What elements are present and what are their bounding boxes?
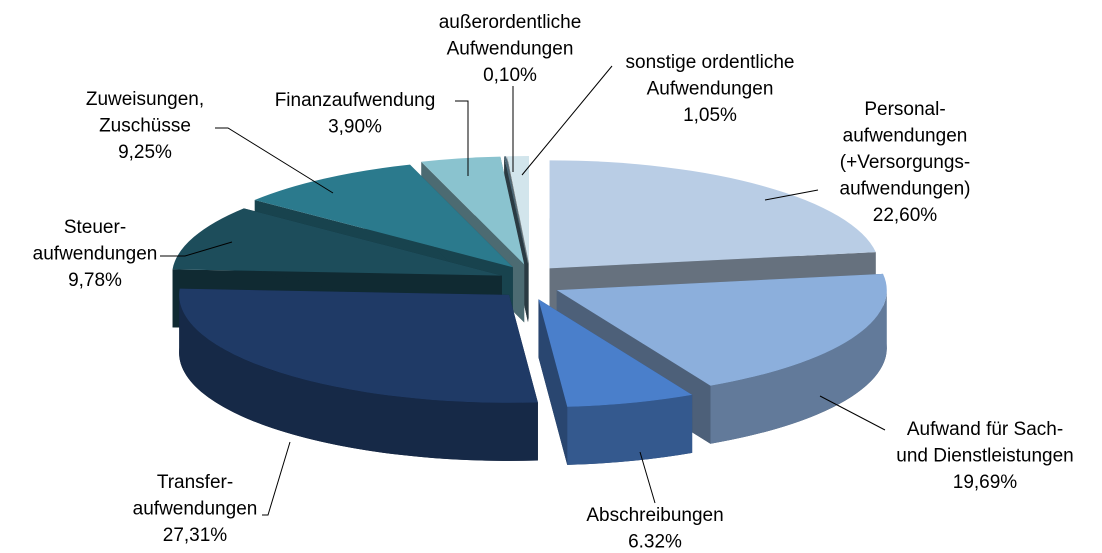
slice-top (556, 273, 887, 386)
value-label: 0,10% (483, 65, 537, 86)
slice-label: aufwendungen) (840, 179, 971, 200)
slice-label: Transfer- (157, 472, 233, 493)
slice-label: aufwendungen (843, 126, 968, 147)
value-label: 1,05% (683, 105, 737, 126)
slice-label: und Dienstleistungen (896, 446, 1073, 467)
slice (556, 273, 887, 444)
slice-top (504, 156, 528, 265)
slice-label: Aufwendungen (447, 39, 574, 60)
slice-top (549, 160, 876, 269)
slice-label: Steuer- (64, 217, 126, 238)
slice-label: aufwendungen (33, 244, 158, 265)
slice (538, 299, 693, 465)
leader-line (639, 451, 656, 504)
value-label: 6.32% (628, 532, 682, 548)
leader-line (160, 241, 233, 257)
slice-top (172, 208, 502, 276)
slice-label: (+Versorgungs- (840, 152, 970, 173)
slice-label: Abschreibungen (586, 505, 723, 526)
slice-label: sonstige ordentliche (626, 52, 795, 73)
value-label: 19,69% (953, 472, 1018, 493)
slice-label: Personal- (864, 99, 945, 120)
value-label: 27,31% (163, 525, 228, 546)
slice-label: Zuweisungen, (86, 89, 204, 110)
slice-side (538, 299, 568, 465)
leader-line (215, 127, 334, 194)
slice-label: Aufwendungen (647, 79, 774, 100)
value-label: 22,60% (873, 205, 938, 226)
slice-label: aufwendungen (133, 499, 258, 520)
value-label: 9,78% (68, 270, 122, 291)
slice (179, 288, 538, 461)
slice-wall (567, 394, 693, 465)
slice-label: Zuschüsse (99, 116, 191, 137)
leader-line (262, 441, 291, 516)
slice-label: Finanzaufwendung (275, 90, 436, 111)
slice-top (179, 288, 538, 403)
value-label: 9,25% (118, 142, 172, 163)
leader-line (455, 100, 469, 176)
slice-top (507, 156, 530, 265)
slice-label: Aufwand für Sach- (907, 419, 1063, 440)
slice-wall (710, 290, 887, 444)
slice-top (254, 164, 513, 268)
leader-line (819, 395, 886, 431)
leader-line (764, 189, 819, 201)
slice-top (538, 299, 693, 407)
value-label: 3,90% (328, 117, 382, 138)
slice-top (421, 156, 525, 265)
slice-label: außerordentliche (439, 12, 582, 33)
leader-line (521, 65, 613, 176)
slice-wall (179, 294, 538, 461)
